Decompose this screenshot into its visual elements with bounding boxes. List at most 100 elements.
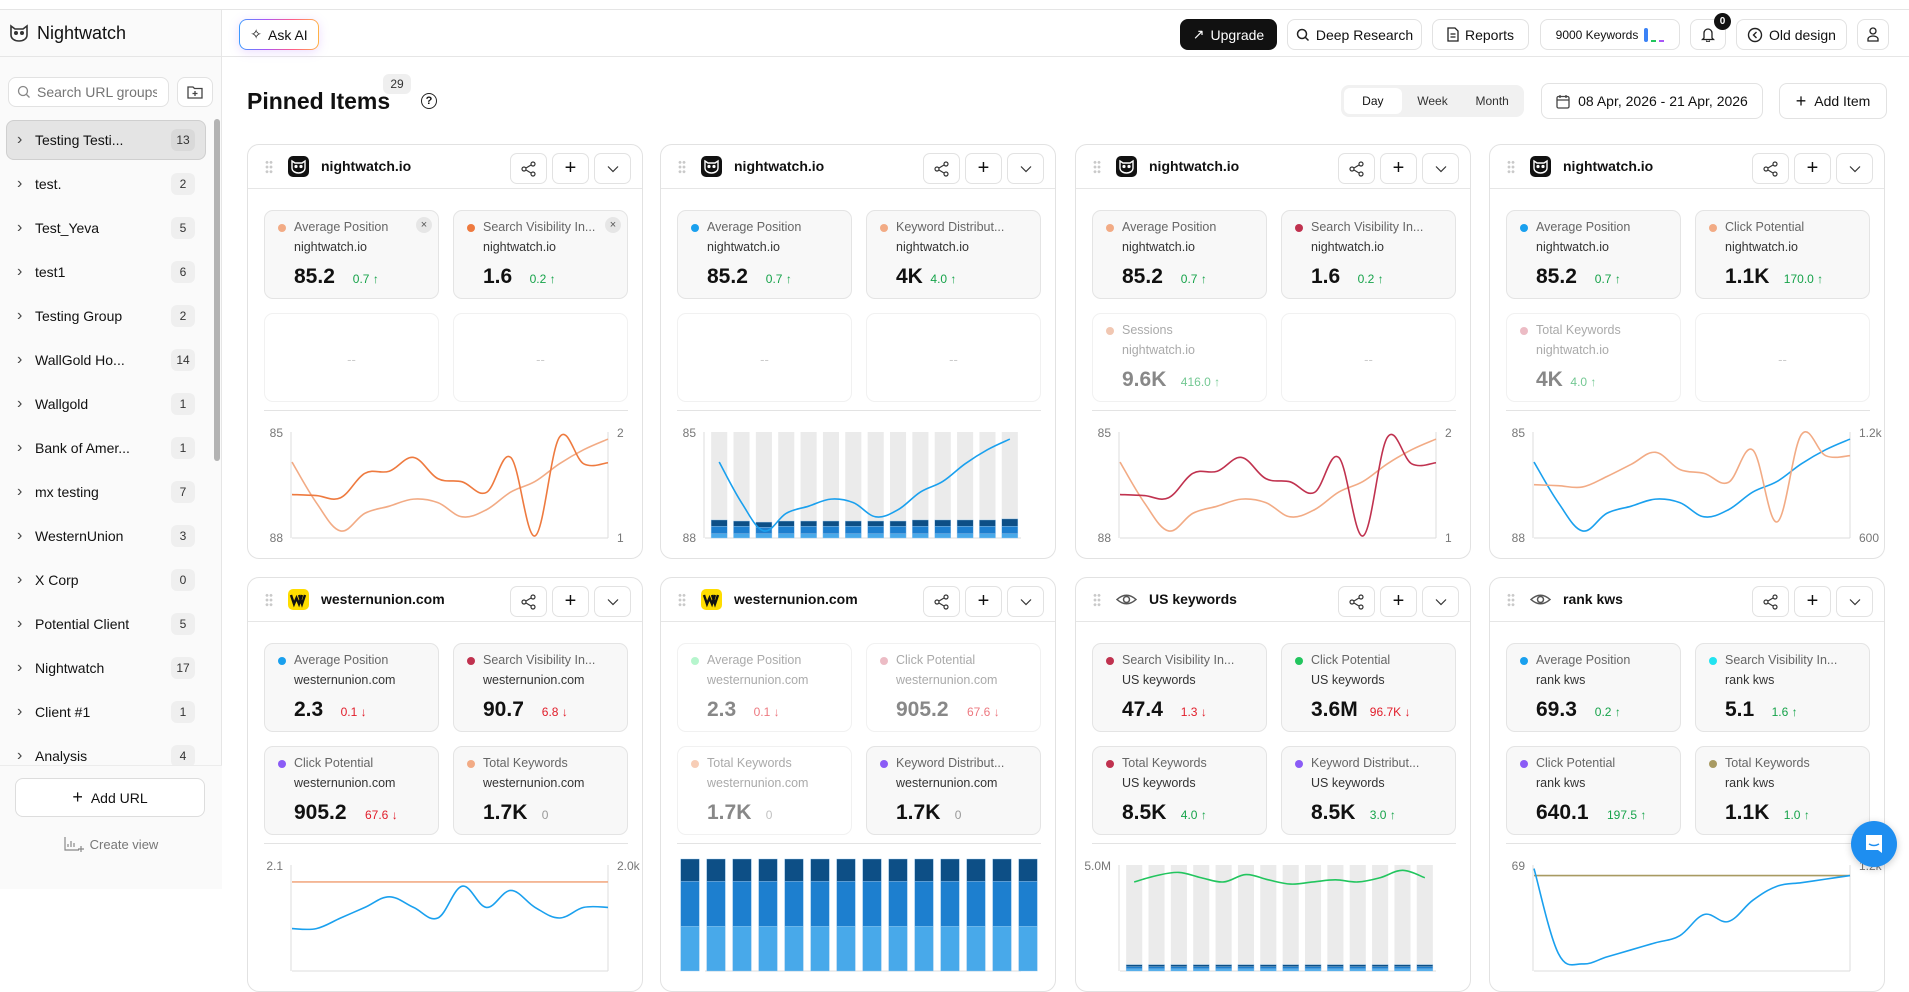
metric-card[interactable]: Search Visibility In... nightwatch.io 1.6 0… xyxy=(453,210,628,299)
ask-ai-button[interactable]: ✧ Ask AI xyxy=(239,19,319,50)
sidebar-group-item[interactable]: › X Corp 0 xyxy=(6,560,206,600)
period-week[interactable]: Week xyxy=(1417,94,1448,108)
search-url-groups[interactable] xyxy=(8,77,169,107)
metric-chart[interactable]: 691.2k xyxy=(1490,844,1885,992)
sidebar-group-item[interactable]: › Testing Testi... 13 xyxy=(6,120,206,160)
drag-handle-icon[interactable] xyxy=(1093,160,1101,174)
search-input[interactable] xyxy=(37,84,157,100)
expand-button[interactable] xyxy=(1007,153,1044,184)
sidebar-group-item[interactable]: › Client #1 1 xyxy=(6,692,206,732)
metric-chart[interactable]: 85 88 2 1 xyxy=(1076,411,1471,559)
sidebar-group-item[interactable]: › test. 2 xyxy=(6,164,206,204)
metric-card[interactable]: Average Position rank kws 69.3 0.2 ↑ xyxy=(1506,643,1681,732)
expand-button[interactable] xyxy=(594,153,631,184)
add-metric-button[interactable]: + xyxy=(1380,153,1417,184)
metric-card[interactable]: Average Position westernunion.com 2.3 0.1 ↓ xyxy=(677,643,852,732)
drag-handle-icon[interactable] xyxy=(265,160,273,174)
metric-chart[interactable]: 85 88 1.2k 600 xyxy=(1490,411,1885,559)
share-button[interactable] xyxy=(1752,586,1789,617)
upgrade-button[interactable]: ↗ Upgrade xyxy=(1180,19,1277,50)
period-day[interactable]: Day xyxy=(1344,88,1402,114)
expand-button[interactable] xyxy=(594,586,631,617)
reports-button[interactable]: Reports xyxy=(1432,19,1529,50)
drag-handle-icon[interactable] xyxy=(1507,160,1515,174)
metric-card[interactable]: Average Position nightwatch.io 85.2 0.7 ↑ xyxy=(1506,210,1681,299)
sidebar-group-item[interactable]: › Analysis 4 xyxy=(6,736,206,765)
share-button[interactable] xyxy=(510,153,547,184)
metric-chart[interactable]: 85 88 2 1 xyxy=(248,411,643,559)
sidebar-group-item[interactable]: › Nightwatch 17 xyxy=(6,648,206,688)
expand-button[interactable] xyxy=(1836,586,1873,617)
sidebar-scrollbar[interactable] xyxy=(214,119,220,461)
sidebar-group-item[interactable]: › Test_Yeva 5 xyxy=(6,208,206,248)
drag-handle-icon[interactable] xyxy=(678,593,686,607)
expand-button[interactable] xyxy=(1007,586,1044,617)
add-url-button[interactable]: + Add URL xyxy=(15,778,205,817)
metric-chart[interactable] xyxy=(661,844,1056,992)
metric-card[interactable]: Search Visibility In... nightwatch.io 1.6 0… xyxy=(1281,210,1456,299)
add-item-button[interactable]: + Add Item xyxy=(1779,83,1887,119)
metric-card[interactable]: Total Keywords rank kws 1.1K 1.0 ↑ xyxy=(1695,746,1870,835)
sidebar-group-item[interactable]: › Bank of Amer... 1 xyxy=(6,428,206,468)
metric-card[interactable]: Click Potential westernunion.com 905.2 67.6… xyxy=(264,746,439,835)
metric-card[interactable]: Search Visibility In... US keywords 47.4 1.… xyxy=(1092,643,1267,732)
add-metric-button[interactable]: + xyxy=(552,153,589,184)
add-metric-button[interactable]: + xyxy=(965,586,1002,617)
add-metric-button[interactable]: + xyxy=(1794,586,1831,617)
sidebar-group-item[interactable]: › mx testing 7 xyxy=(6,472,206,512)
metric-card[interactable]: Average Position nightwatch.io 85.2 0.7 ↑ xyxy=(677,210,852,299)
share-button[interactable] xyxy=(923,586,960,617)
deep-research-button[interactable]: Deep Research xyxy=(1287,19,1422,50)
expand-button[interactable] xyxy=(1836,153,1873,184)
sidebar-group-item[interactable]: › Potential Client 5 xyxy=(6,604,206,644)
keywords-usage-button[interactable]: 9000 Keywords xyxy=(1540,19,1680,50)
drag-handle-icon[interactable] xyxy=(678,160,686,174)
metric-card[interactable]: Keyword Distribut... westernunion.com 1.7K… xyxy=(866,746,1041,835)
metric-card[interactable]: Keyword Distribut... nightwatch.io 4K 4.0 ↑ xyxy=(866,210,1041,299)
metric-card[interactable]: Total Keywords westernunion.com 1.7K 0 xyxy=(453,746,628,835)
metric-chart[interactable]: 5.0M xyxy=(1076,844,1471,992)
metric-card[interactable]: Total Keywords nightwatch.io 4K 4.0 ↑ xyxy=(1506,313,1681,402)
period-month[interactable]: Month xyxy=(1475,94,1509,108)
metric-card[interactable]: Click Potential westernunion.com 905.2 67.6… xyxy=(866,643,1041,732)
share-button[interactable] xyxy=(1338,586,1375,617)
brand[interactable]: Nightwatch xyxy=(0,10,222,57)
share-button[interactable] xyxy=(1338,153,1375,184)
metric-card[interactable]: Total Keywords US keywords 8.5K 4.0 ↑ xyxy=(1092,746,1267,835)
add-metric-button[interactable]: + xyxy=(1794,153,1831,184)
expand-button[interactable] xyxy=(1422,153,1459,184)
metric-card[interactable]: Average Position nightwatch.io 85.2 0.7 ↑ xyxy=(1092,210,1267,299)
share-button[interactable] xyxy=(1752,153,1789,184)
add-metric-button[interactable]: + xyxy=(1380,586,1417,617)
metric-chart[interactable]: 2.1 2.0k xyxy=(248,844,643,992)
sidebar-group-item[interactable]: › test1 6 xyxy=(6,252,206,292)
metric-card[interactable]: Click Potential US keywords 3.6M 96.7K ↓ xyxy=(1281,643,1456,732)
sidebar-group-item[interactable]: › Testing Group 2 xyxy=(6,296,206,336)
add-metric-button[interactable]: + xyxy=(552,586,589,617)
sidebar-group-item[interactable]: › WesternUnion 3 xyxy=(6,516,206,556)
drag-handle-icon[interactable] xyxy=(265,593,273,607)
metric-card[interactable]: Average Position westernunion.com 2.3 0.1 ↓ xyxy=(264,643,439,732)
share-button[interactable] xyxy=(923,153,960,184)
metric-card[interactable]: Search Visibility In... rank kws 5.1 1.6 ↑ xyxy=(1695,643,1870,732)
create-view-link[interactable]: Create view xyxy=(0,836,222,852)
metric-card[interactable]: Click Potential nightwatch.io 1.1K 170.0 ↑ xyxy=(1695,210,1870,299)
add-metric-button[interactable]: + xyxy=(965,153,1002,184)
metric-card[interactable]: Sessions nightwatch.io 9.6K 416.0 ↑ xyxy=(1092,313,1267,402)
add-folder-button[interactable] xyxy=(177,77,213,107)
metric-card[interactable]: Keyword Distribut... US keywords 8.5K 3.0 ↑ xyxy=(1281,746,1456,835)
metric-card[interactable]: Search Visibility In... westernunion.com 9… xyxy=(453,643,628,732)
drag-handle-icon[interactable] xyxy=(1507,593,1515,607)
remove-metric-button[interactable]: × xyxy=(416,217,432,233)
remove-metric-button[interactable]: × xyxy=(605,217,621,233)
old-design-button[interactable]: Old design xyxy=(1736,19,1847,50)
share-button[interactable] xyxy=(510,586,547,617)
sidebar-group-item[interactable]: › WallGold Ho... 14 xyxy=(6,340,206,380)
user-menu-button[interactable] xyxy=(1857,19,1889,50)
metric-card[interactable]: Click Potential rank kws 640.1 197.5 ↑ xyxy=(1506,746,1681,835)
date-range-picker[interactable]: 08 Apr, 2026 - 21 Apr, 2026 xyxy=(1541,83,1763,119)
metric-card[interactable]: Total Keywords westernunion.com 1.7K 0 xyxy=(677,746,852,835)
metric-chart[interactable]: 85 88 xyxy=(661,411,1056,559)
sidebar-group-item[interactable]: › Wallgold 1 xyxy=(6,384,206,424)
help-icon[interactable]: ? xyxy=(421,93,437,109)
